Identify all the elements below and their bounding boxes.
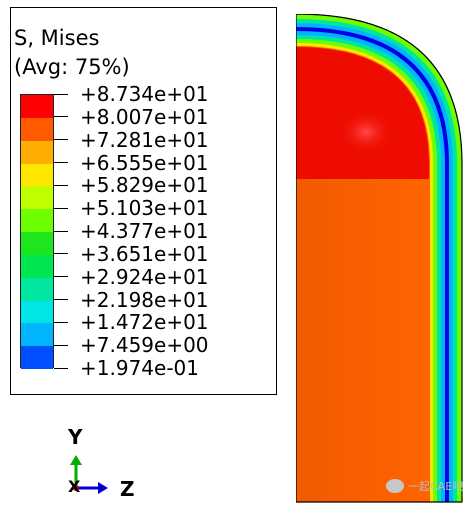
z-axis-label: Z: [120, 477, 135, 501]
legend-tick-mark: [54, 207, 68, 209]
legend-swatch: [21, 300, 53, 324]
legend-tick-mark: [54, 299, 68, 300]
legend-tick-label: +6.555e+01: [80, 150, 209, 175]
legend-tick-label: +1.472e+01: [80, 310, 209, 335]
legend-tick-mark: [54, 116, 68, 118]
legend-panel: [10, 7, 277, 395]
legend-tick-label: +7.459e+00: [80, 333, 209, 358]
legend-tick-mark: [54, 321, 68, 323]
legend-tick-label: +7.281e+01: [80, 127, 209, 152]
legend-tick: +5.829e+01: [54, 175, 209, 195]
legend-tick-mark: [54, 344, 68, 346]
legend-swatch: [21, 277, 53, 301]
legend-tick-mark: [54, 93, 68, 95]
legend-tick: +7.281e+01: [54, 130, 209, 150]
legend-tick-label: +8.007e+01: [80, 104, 209, 129]
legend-swatch: [21, 163, 53, 187]
legend-tick-label: +5.103e+01: [80, 196, 209, 221]
legend-tick-mark: [54, 139, 68, 141]
z-axis-arrowhead: [98, 482, 108, 494]
legend-swatch: [21, 117, 53, 142]
legend-colorbar: [20, 94, 54, 370]
legend-tick-mark: [54, 276, 68, 278]
legend-swatch: [21, 209, 53, 233]
watermark-text: 一起CAE吧: [408, 480, 464, 493]
legend-tick-label: +2.924e+01: [80, 264, 209, 289]
legend-tick: +8.734e+01: [54, 84, 209, 104]
legend-tick: +7.459e+00: [54, 335, 209, 355]
vessel-outline: [295, 13, 463, 503]
axis-triad-graphic: [70, 455, 108, 494]
legend-tick: +4.377e+01: [54, 221, 209, 241]
legend-tick-label: +3.651e+01: [80, 241, 209, 266]
legend-title: S, Mises: [14, 26, 100, 50]
y-axis-arrowhead: [70, 455, 82, 465]
legend-tick-mark: [54, 367, 68, 369]
legend-tick-label: +8.734e+01: [80, 82, 209, 106]
legend-tick-mark: [54, 162, 68, 163]
legend-tick-mark: [54, 253, 68, 255]
legend-tick: +1.472e+01: [54, 312, 209, 332]
legend-tick: +8.007e+01: [54, 107, 209, 127]
legend-swatch: [21, 323, 53, 347]
stress-hotspot: [338, 110, 394, 154]
contour-plot-model: [295, 13, 466, 508]
watermark: 一起CAE吧: [386, 478, 463, 494]
legend-tick: +3.651e+01: [54, 244, 209, 264]
legend-tick: +1.974e-01: [54, 358, 199, 378]
legend-subtitle: (Avg: 75%): [14, 55, 130, 79]
axis-triad: Y Z X: [60, 425, 160, 505]
contour-plot-graphic: [295, 13, 463, 503]
legend-swatch: [21, 346, 53, 370]
legend-tick-label: +5.829e+01: [80, 173, 209, 198]
legend-swatch: [21, 95, 53, 119]
legend-tick-label: +4.377e+01: [80, 219, 209, 243]
legend-tick-label: +2.198e+01: [80, 287, 209, 312]
legend-swatch: [21, 232, 53, 256]
x-axis-marker: [73, 485, 79, 491]
legend-swatch: [21, 254, 53, 279]
legend-tick-mark: [54, 184, 68, 186]
legend-tick: +6.555e+01: [54, 153, 209, 173]
legend-tick: +5.103e+01: [54, 198, 209, 218]
legend-tick-mark: [54, 230, 68, 232]
legend-tick: +2.924e+01: [54, 267, 209, 287]
legend-tick-label: +1.974e-01: [80, 356, 199, 380]
legend-swatch: [21, 140, 53, 164]
chat-bubble-icon: [386, 479, 404, 493]
y-axis-label: Y: [68, 425, 83, 449]
legend-tick: +2.198e+01: [54, 290, 209, 310]
legend-swatch: [21, 186, 53, 210]
inner-lower-region: [296, 179, 429, 502]
x-axis-label: X: [68, 477, 81, 496]
